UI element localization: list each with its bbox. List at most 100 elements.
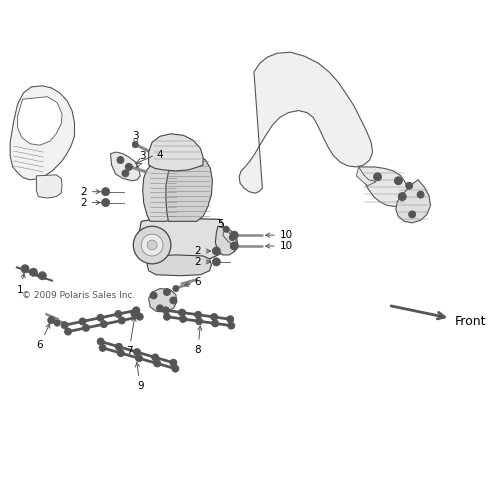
Circle shape (212, 320, 218, 327)
Text: 10: 10 (266, 241, 293, 251)
Circle shape (115, 310, 122, 318)
Circle shape (134, 348, 140, 356)
Polygon shape (36, 175, 62, 198)
Circle shape (212, 258, 220, 266)
Text: 7: 7 (126, 317, 136, 356)
Circle shape (64, 328, 71, 335)
Circle shape (131, 309, 140, 318)
Polygon shape (359, 167, 408, 206)
Text: 4: 4 (156, 150, 162, 160)
Circle shape (394, 177, 402, 184)
Circle shape (23, 267, 27, 270)
Circle shape (136, 314, 143, 320)
Circle shape (128, 166, 130, 168)
Circle shape (232, 242, 238, 248)
Circle shape (120, 319, 124, 322)
Circle shape (408, 184, 411, 188)
Circle shape (118, 350, 124, 356)
Circle shape (194, 312, 202, 318)
Polygon shape (223, 228, 238, 246)
Text: © 2009 Polaris Sales Inc.: © 2009 Polaris Sales Inc. (22, 291, 135, 300)
Text: 9: 9 (136, 362, 143, 391)
Circle shape (166, 290, 168, 294)
Polygon shape (10, 86, 74, 180)
Circle shape (81, 320, 84, 323)
Circle shape (406, 182, 412, 189)
Circle shape (118, 345, 120, 348)
Text: 6: 6 (36, 324, 50, 350)
Circle shape (132, 142, 138, 148)
Circle shape (170, 297, 177, 304)
Polygon shape (216, 226, 238, 255)
Circle shape (124, 172, 127, 175)
Circle shape (63, 324, 66, 326)
Circle shape (38, 272, 46, 280)
Circle shape (152, 354, 158, 361)
Circle shape (214, 260, 218, 264)
Circle shape (104, 201, 108, 204)
Circle shape (97, 338, 104, 345)
Circle shape (408, 211, 416, 218)
Circle shape (196, 318, 202, 324)
Circle shape (102, 198, 110, 206)
Circle shape (214, 322, 216, 325)
Circle shape (102, 322, 106, 326)
Circle shape (231, 236, 234, 239)
Circle shape (40, 274, 44, 278)
Circle shape (136, 350, 138, 354)
Circle shape (198, 320, 200, 323)
Polygon shape (356, 167, 376, 186)
Circle shape (134, 309, 138, 312)
Circle shape (374, 173, 382, 181)
Circle shape (79, 318, 86, 325)
Circle shape (101, 346, 104, 350)
Circle shape (410, 213, 414, 216)
Circle shape (164, 288, 170, 296)
Circle shape (50, 318, 53, 322)
Circle shape (224, 226, 229, 232)
Text: 3: 3 (132, 132, 138, 144)
Text: 1: 1 (17, 274, 25, 294)
Circle shape (99, 340, 102, 343)
Circle shape (117, 156, 124, 164)
Circle shape (230, 231, 238, 239)
Circle shape (133, 307, 140, 314)
Circle shape (134, 144, 136, 146)
Circle shape (232, 244, 236, 248)
Circle shape (227, 316, 234, 322)
Polygon shape (110, 152, 140, 181)
Circle shape (196, 313, 200, 316)
Circle shape (230, 324, 233, 327)
Circle shape (104, 190, 108, 194)
Circle shape (182, 318, 184, 320)
Circle shape (230, 242, 238, 250)
Circle shape (134, 312, 138, 316)
Circle shape (48, 317, 54, 324)
Circle shape (32, 270, 35, 274)
Circle shape (122, 170, 129, 177)
Circle shape (134, 226, 171, 264)
Circle shape (138, 315, 141, 318)
Circle shape (164, 314, 170, 320)
Circle shape (120, 352, 122, 354)
Text: 2: 2 (194, 246, 210, 256)
Circle shape (234, 244, 236, 246)
Circle shape (138, 356, 140, 360)
Circle shape (116, 344, 122, 350)
Circle shape (210, 314, 218, 320)
Circle shape (396, 179, 400, 182)
Circle shape (172, 299, 175, 302)
Circle shape (82, 324, 89, 332)
Polygon shape (239, 52, 372, 193)
Text: 2: 2 (194, 257, 210, 267)
Circle shape (136, 355, 142, 362)
Circle shape (99, 316, 102, 320)
Circle shape (147, 240, 157, 250)
Circle shape (150, 292, 157, 299)
Circle shape (61, 322, 68, 328)
Circle shape (152, 294, 155, 297)
Circle shape (154, 360, 160, 367)
Circle shape (84, 326, 87, 330)
Polygon shape (148, 288, 177, 312)
Circle shape (117, 312, 120, 316)
